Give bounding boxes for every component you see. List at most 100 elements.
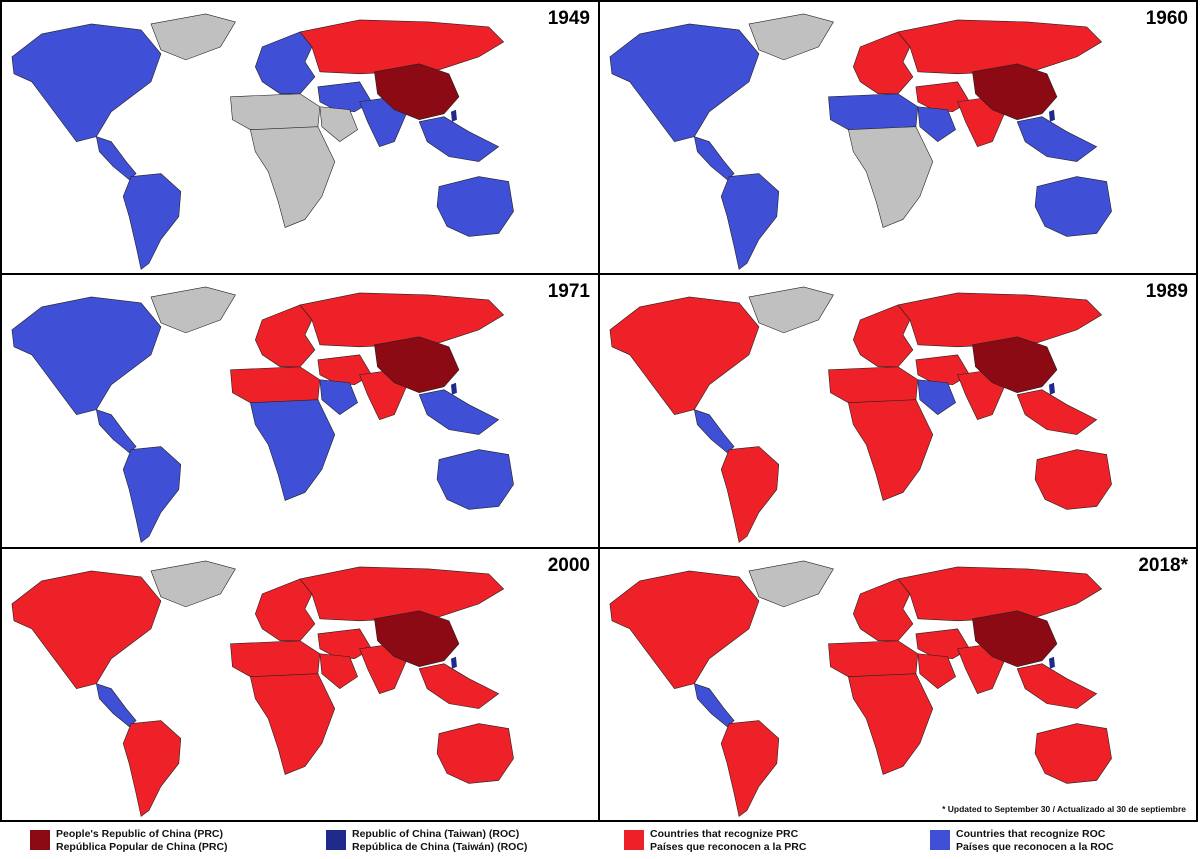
world-map [11,286,514,544]
region-na [609,296,760,416]
legend-item: Republic of China (Taiwan) (ROC) Repúblic… [326,828,527,853]
legend-label-es: República de China (Taiwán) (ROC) [352,840,528,853]
region-taiwan [1048,656,1055,669]
region-ru [897,292,1103,348]
region-ca [95,682,137,727]
region-na_africa [828,93,919,130]
region-greenland [150,286,236,334]
region-ru [299,566,505,621]
region-china [972,610,1058,667]
legend-label-en: People's Republic of China (PRC) [56,828,224,840]
region-mideast [915,354,970,386]
region-aus [436,722,514,784]
region-greenland [748,286,834,334]
region-sea [1016,663,1098,709]
region-sa [122,173,182,270]
region-sea [1016,116,1098,162]
region-ru [299,292,505,348]
legend: People's Republic of China (PRC) Repúblic… [0,822,1200,859]
world-map [609,286,1112,544]
region-sea [418,389,500,436]
region-china [972,336,1058,394]
region-na [11,570,162,689]
region-ca [693,409,735,454]
region-aus [1034,176,1112,237]
legend-label-en: Countries that recognize ROC [956,828,1106,840]
region-greenland [150,560,236,607]
region-ca [95,409,137,454]
legend-swatch [930,830,950,850]
region-africa [249,673,336,775]
region-arabia [917,106,956,143]
region-china [374,336,460,394]
region-mideast [317,354,372,386]
region-arabia [319,106,358,143]
map-panel-1949: 1949 [1,1,599,275]
region-ru [897,19,1103,75]
region-arabia [917,653,956,689]
region-eu [852,31,914,95]
panel-year-label: 1949 [547,8,590,29]
region-greenland [150,13,236,61]
region-eu [852,578,914,641]
region-taiwan [450,656,457,669]
map-panel-1971: 1971 [1,274,599,548]
legend-label-en: Countries that recognize PRC [650,828,799,840]
region-sa [720,446,780,544]
legend-label-es: República Popular de China (PRC) [56,840,228,853]
region-aus [436,449,514,511]
region-africa [847,126,934,228]
region-africa [249,399,336,502]
region-ca [95,136,137,180]
region-mideast [317,81,372,113]
region-arabia [917,379,956,416]
region-ru [299,19,505,75]
world-map [11,560,514,817]
panel-year-label: 1971 [547,281,590,303]
legend-label-en: Republic of China (Taiwan) (ROC) [352,828,520,840]
region-china [972,63,1058,121]
region-ru [897,566,1103,621]
legend-item: Countries that recognize PRC Países que r… [624,828,806,853]
world-map [609,13,1112,270]
region-na [609,570,760,689]
panel-year-label: 2000 [547,554,590,576]
map-grid: 1949 1960 1971 1989 2000 2018* [0,0,1198,822]
region-sa [720,173,780,270]
panel-year-label: 1960 [1145,8,1188,29]
map-panel-1989: 1989 [599,274,1197,548]
region-sea [418,663,500,709]
region-taiwan [450,109,457,122]
update-note: * Updated to September 30 / Actualizado … [942,804,1186,814]
region-aus [1034,449,1112,511]
region-arabia [319,379,358,416]
region-eu [254,31,316,95]
region-taiwan [450,383,457,396]
region-eu [254,578,316,641]
world-map [11,13,514,270]
region-na_africa [828,640,919,677]
region-na [11,23,162,142]
region-na_africa [828,366,919,404]
legend-swatch [30,830,50,850]
region-sa [720,719,780,817]
region-greenland [748,560,834,607]
region-eu [254,304,316,368]
region-china [374,610,460,667]
region-arabia [319,653,358,689]
region-aus [436,176,514,237]
region-na_africa [230,366,321,404]
region-africa [847,673,934,775]
map-panel-2018: 2018* [599,547,1197,821]
legend-swatch [326,830,346,850]
region-sea [418,116,500,162]
region-aus [1034,722,1112,784]
panel-year-label: 2018* [1138,554,1188,576]
region-ca [693,136,735,180]
region-africa [847,399,934,502]
map-panel-1960: 1960 [599,1,1197,275]
region-greenland [748,13,834,61]
panel-year-label: 1989 [1145,281,1188,303]
region-sea [1016,389,1098,436]
map-panel-2000: 2000 [1,547,599,821]
